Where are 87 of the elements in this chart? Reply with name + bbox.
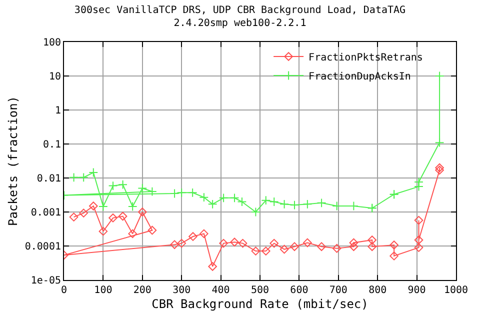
y-tick-label: 1e-05	[30, 276, 61, 286]
point	[148, 226, 157, 235]
point	[316, 198, 326, 208]
point	[317, 242, 326, 251]
point	[414, 236, 424, 244]
point	[435, 166, 444, 175]
point	[238, 238, 248, 248]
point	[230, 238, 239, 247]
y-tick-label: 1	[54, 106, 61, 116]
point	[188, 232, 198, 241]
point	[98, 202, 108, 212]
x-tick-label: 900	[408, 285, 426, 296]
y-tick-label: 0.1	[42, 140, 61, 150]
point	[88, 168, 98, 178]
point	[89, 202, 98, 210]
point	[280, 244, 289, 254]
point	[332, 244, 342, 253]
point	[108, 181, 118, 190]
point	[118, 212, 128, 221]
x-tick-label: 600	[290, 285, 308, 296]
point	[170, 188, 180, 198]
point	[138, 208, 147, 216]
point	[414, 216, 424, 225]
y-tick-label: 0.01	[36, 174, 61, 184]
point	[280, 199, 289, 209]
x-tick-label: 100	[94, 285, 112, 296]
y-tick-label: 10	[48, 72, 61, 82]
point	[200, 229, 208, 238]
x-tick-label: 700	[329, 285, 348, 296]
legend-label: FractionPktsRetrans	[308, 52, 423, 64]
point	[78, 172, 88, 182]
point	[414, 177, 424, 187]
point	[218, 193, 228, 203]
point	[177, 238, 186, 248]
x-tick-label: 400	[212, 285, 230, 296]
point	[208, 262, 217, 271]
y-tick-label: 0.0001	[24, 242, 61, 252]
point	[250, 207, 260, 217]
point	[302, 199, 312, 209]
x-axis-title: CBR Background Rate (mbit/sec)	[152, 296, 368, 311]
point	[98, 226, 108, 236]
x-tick-label: 500	[250, 285, 270, 296]
point	[349, 242, 358, 251]
point	[435, 163, 444, 172]
point	[269, 197, 279, 206]
x-tick-label: 300	[172, 285, 191, 296]
point	[118, 180, 128, 190]
point	[128, 202, 138, 212]
point	[128, 229, 137, 238]
chart-subtitle: 2.4.20smp web100-2.2.1	[174, 18, 306, 29]
legend-label: FractionDupAcksIn	[308, 71, 411, 82]
x-tick-label: 200	[133, 285, 152, 296]
point	[390, 252, 398, 260]
point	[368, 236, 377, 244]
y-tick-label: 100	[42, 38, 61, 48]
point	[138, 184, 148, 193]
point	[219, 238, 228, 248]
point	[108, 214, 118, 222]
point	[303, 238, 312, 248]
point	[176, 188, 186, 198]
point	[270, 238, 279, 248]
point	[170, 240, 179, 249]
point	[79, 208, 88, 218]
point	[434, 138, 444, 148]
point	[368, 242, 377, 251]
point	[148, 186, 157, 196]
x-tick-label: 0	[60, 285, 68, 296]
point	[188, 188, 198, 198]
point	[69, 172, 78, 182]
x-tick-label: 1000	[444, 285, 468, 296]
point	[349, 238, 358, 248]
point	[251, 246, 260, 256]
point	[199, 192, 209, 202]
point	[69, 212, 78, 222]
point	[261, 196, 271, 206]
point	[261, 246, 270, 256]
point	[390, 240, 398, 250]
y-tick-label: 0.001	[30, 208, 61, 218]
point	[237, 197, 247, 206]
point	[434, 71, 444, 81]
point	[414, 243, 424, 252]
point	[208, 199, 218, 209]
y-axis-title: Packets (fraction)	[6, 96, 20, 226]
point	[230, 193, 240, 203]
x-tick-label: 800	[368, 285, 387, 296]
point	[290, 242, 299, 251]
chart-title: 300sec VanillaTCP DRS, UDP CBR Background Load, DataTAG	[74, 4, 406, 16]
